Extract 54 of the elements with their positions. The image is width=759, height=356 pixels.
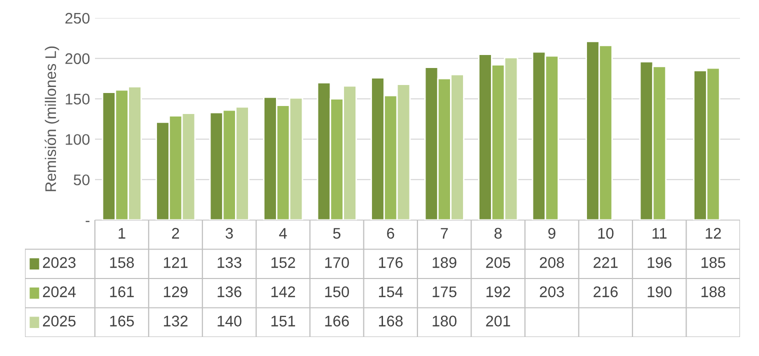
data-label: 170: [325, 257, 349, 268]
y-tick-label: 100: [66, 134, 90, 145]
data-label: 121: [164, 257, 188, 268]
x-tick-label: 4: [279, 228, 287, 239]
data-label: 151: [271, 316, 296, 326]
x-tick-label: 1: [118, 228, 126, 239]
data-label: 192: [486, 286, 510, 298]
data-label: 208: [540, 257, 564, 268]
data-label: 154: [378, 286, 403, 298]
y-axis-title: Remisión (millones L): [44, 46, 60, 192]
legend-label: 2024: [42, 286, 76, 298]
data-label: 133: [218, 257, 242, 268]
x-tick-label: 7: [440, 228, 448, 239]
x-tick-label: 8: [494, 228, 502, 239]
data-label: 190: [648, 286, 672, 298]
data-label: 175: [432, 286, 456, 298]
data-label: 158: [110, 257, 134, 268]
data-label: 196: [648, 257, 672, 268]
data-label: 201: [486, 316, 510, 326]
data-label: 168: [378, 316, 403, 326]
y-tick-label: 200: [65, 53, 90, 64]
data-label: 140: [218, 316, 242, 326]
data-label: 142: [271, 286, 296, 298]
x-tick-label: 10: [598, 228, 614, 239]
data-label: 136: [218, 286, 242, 298]
data-label: 166: [325, 316, 349, 326]
x-tick-label: 12: [706, 228, 721, 239]
x-tick-label: 2: [172, 228, 180, 239]
y-tick-label: 150: [66, 94, 90, 104]
data-label: 205: [486, 257, 510, 268]
data-label: 189: [432, 257, 456, 268]
x-tick-label: 5: [333, 228, 340, 239]
y-tick-label: -: [86, 220, 90, 222]
data-label: 180: [432, 316, 456, 326]
x-tick-label: 9: [548, 228, 556, 239]
legend-label: 2023: [42, 257, 76, 268]
data-label: 150: [325, 286, 349, 298]
data-label: 152: [271, 257, 296, 268]
data-label: 188: [702, 286, 726, 298]
data-label: 129: [164, 286, 188, 298]
data-label: 132: [164, 316, 188, 326]
y-tick-label: 250: [65, 12, 90, 24]
data-label: 165: [110, 316, 134, 326]
data-label: 161: [110, 286, 134, 298]
y-tick-label: 50: [74, 174, 90, 186]
data-label: 216: [594, 286, 618, 298]
data-label: 221: [594, 257, 618, 268]
data-label: 176: [378, 257, 403, 268]
data-label: 185: [702, 257, 726, 268]
x-tick-label: 3: [226, 228, 233, 239]
legend-label: 2025: [42, 316, 76, 326]
x-tick-label: 6: [387, 228, 394, 239]
x-tick-label: 11: [652, 228, 667, 239]
data-label: 203: [540, 286, 564, 298]
